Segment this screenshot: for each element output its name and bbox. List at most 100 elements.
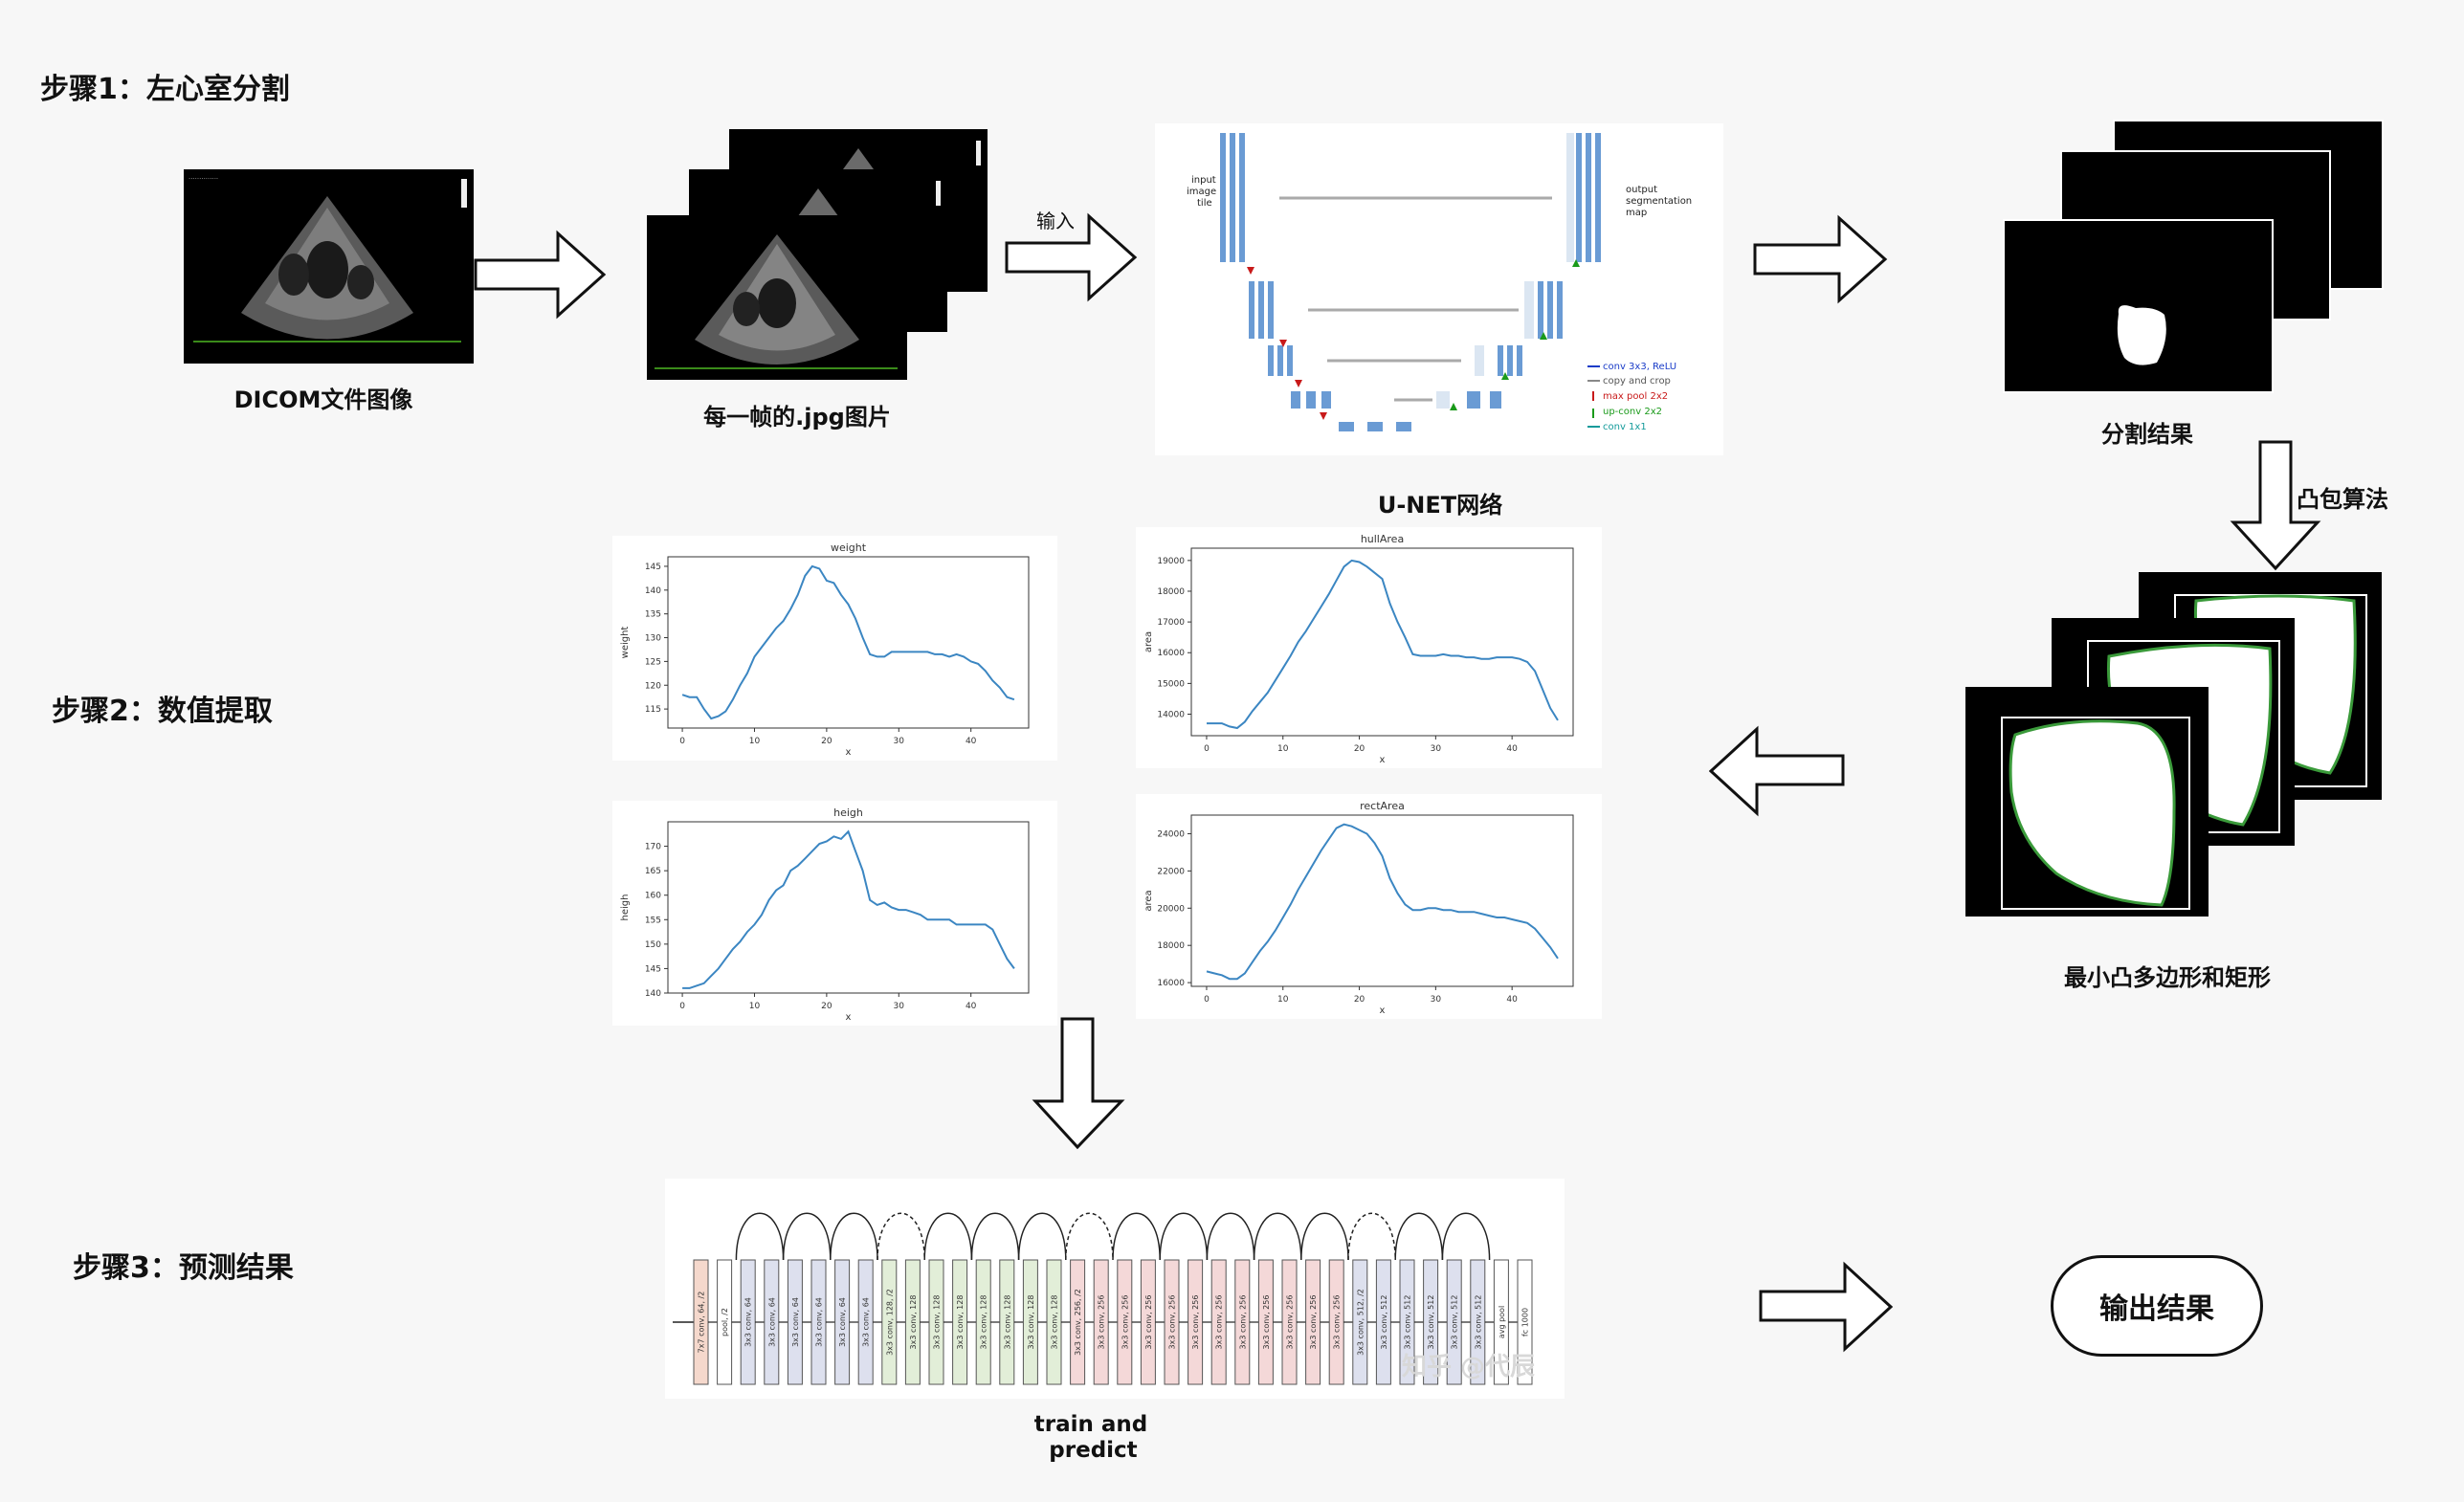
resnet-layer-label: 3x3 conv, 256 (1262, 1295, 1271, 1350)
y-tick-label: 125 (645, 657, 661, 667)
unet-caption: U-NET网络 (1377, 492, 1503, 519)
resnet-layer-label: 3x3 conv, 64 (815, 1297, 824, 1347)
series-line (681, 564, 1015, 720)
resnet-layer-label: 3x3 conv, 512 (1404, 1295, 1412, 1350)
series-line (1207, 559, 1559, 730)
input-label: 输入 (1036, 210, 1075, 232)
resnet-layer (975, 1259, 991, 1385)
resnet-layer-label: 3x3 conv, 256 (1191, 1295, 1200, 1350)
y-tick-label: 160 (645, 892, 661, 901)
chart-hullarea: hullArea x area 0 10 20 30 40 14000 15000 16000 170… (1136, 527, 1602, 768)
resnet-layer (1093, 1259, 1109, 1385)
arrow-resnet-to-output (1759, 1261, 1894, 1353)
y-tick-label: 150 (645, 940, 661, 950)
y-tick-label: 19000 (1157, 557, 1185, 566)
resnet-layer-label: fc 1000 (1521, 1308, 1530, 1336)
unet-legend-5: conv 1x1 (1603, 422, 1647, 432)
skip-connection (1206, 1212, 1255, 1261)
arrow-seg-to-hull (2230, 440, 2321, 571)
train-predict-caption-2: predict (1049, 1438, 1138, 1463)
y-tick-label: 18000 (1157, 941, 1185, 951)
chart-ylabel: area (1143, 631, 1154, 652)
frames-stack (647, 129, 988, 380)
arrow-hull-to-charts (1709, 725, 1845, 817)
chart-frame (1190, 547, 1574, 737)
chart-weight: weight x weight 0 10 20 30 40 115 120 125 130 135 140… (612, 536, 1057, 761)
chart-title: heigh (833, 806, 863, 819)
unet-input-label-2: image (1187, 187, 1216, 197)
unet-input-label-1: input (1191, 175, 1216, 186)
resnet-layer-label: 3x3 conv, 512 (1427, 1295, 1435, 1350)
resnet-layer (764, 1259, 780, 1385)
skip-connection (782, 1212, 832, 1261)
y-tick-label: 140 (645, 989, 661, 999)
y-tick-label: 115 (645, 705, 661, 715)
min-polygon-result (1965, 572, 2382, 917)
resnet-layer-label: 3x3 conv, 256 (1144, 1295, 1153, 1350)
resnet-layer-label: 3x3 conv, 256 (1121, 1295, 1129, 1350)
hull-algo-label: 凸包算法 (2297, 486, 2388, 513)
resnet-layer-label: avg pool (1498, 1306, 1506, 1338)
resnet-layer-label: pool, /2 (721, 1308, 729, 1336)
resnet-layer-label: 7x7 conv, 64, /2 (698, 1292, 706, 1354)
x-tick-label: 10 (1277, 995, 1289, 1005)
skip-connection (1300, 1212, 1349, 1261)
resnet-layer-label: 3x3 conv, 64 (862, 1297, 871, 1347)
skip-connection (830, 1212, 878, 1261)
unet-legend-3: max pool 2x2 (1603, 391, 1668, 402)
y-tick-label: 17000 (1157, 618, 1185, 628)
resnet-layer-label: 3x3 conv, 256 (1309, 1295, 1318, 1350)
x-tick-label: 30 (1431, 995, 1442, 1005)
chart-xlabel: x (846, 1012, 852, 1023)
resnet-layer-label: 3x3 conv, 512, /2 (1356, 1289, 1365, 1356)
chart-frame (667, 821, 1030, 994)
y-tick-label: 20000 (1157, 904, 1185, 914)
resnet-layer-label: 3x3 conv, 256 (1215, 1295, 1224, 1350)
resnet-layer-label: 3x3 conv, 128 (980, 1295, 988, 1350)
x-tick-label: 10 (749, 737, 761, 746)
resnet-layer (717, 1259, 733, 1385)
step1-title: 步骤1：左心室分割 (40, 73, 290, 106)
x-tick-label: 40 (1506, 995, 1518, 1005)
x-tick-label: 10 (749, 1002, 761, 1011)
resnet-layer (1446, 1259, 1462, 1385)
resnet-layer-label: 3x3 conv, 256 (1168, 1295, 1177, 1350)
resnet-layer (1210, 1259, 1227, 1385)
resnet-watermark: 知乎 @代辰 (1402, 1353, 1536, 1381)
chart-frame (1190, 814, 1574, 987)
x-tick-label: 0 (679, 1002, 685, 1011)
y-tick-label: 145 (645, 563, 661, 572)
resnet-layer-label: 3x3 conv, 256 (1098, 1295, 1106, 1350)
x-tick-label: 30 (894, 737, 905, 746)
skip-connection (1441, 1212, 1491, 1261)
series-line (1206, 823, 1559, 981)
resnet-diagram: 7x7 conv, 64, /2 pool, /2 3x3 conv, 64 3x3 … (665, 1179, 1565, 1399)
min-poly-caption: 最小凸多边形和矩形 (2064, 964, 2271, 991)
unet-output-label-3: map (1626, 208, 1647, 218)
x-tick-label: 40 (966, 737, 977, 746)
x-tick-label: 20 (821, 1002, 832, 1011)
x-tick-label: 0 (1204, 995, 1210, 1005)
resnet-layer-label: 3x3 conv, 256 (1286, 1295, 1295, 1350)
unet-input-label-3: tile (1197, 198, 1212, 209)
skip-connection (1347, 1212, 1396, 1261)
resnet-layer-label: 3x3 conv, 256 (1238, 1295, 1247, 1350)
output-label: 输出结果 (2099, 1292, 2214, 1326)
chart-ylabel: area (1143, 890, 1154, 911)
unet-diagram: input image tile output segmentation map… (1155, 123, 1723, 455)
resnet-layer-label: 3x3 conv, 128 (1051, 1295, 1059, 1350)
chart-title: hullArea (1361, 533, 1404, 545)
chart-rectarea: rectArea x area 0 10 20 30 40 16000 18000 20000 220… (1136, 794, 1602, 1019)
resnet-layer-label: 3x3 conv, 128 (1027, 1295, 1035, 1350)
chart-xlabel: x (1380, 755, 1386, 765)
resnet-layer (881, 1259, 898, 1385)
x-tick-label: 0 (679, 737, 685, 746)
x-tick-label: 20 (1354, 744, 1365, 754)
y-tick-label: 22000 (1157, 867, 1185, 876)
step3-title: 步骤3：预测结果 (73, 1251, 294, 1285)
skip-connection (1112, 1212, 1161, 1261)
resnet-layer-label: 3x3 conv, 512 (1474, 1295, 1482, 1350)
y-tick-label: 16000 (1157, 979, 1185, 988)
skip-connection (1394, 1212, 1444, 1261)
